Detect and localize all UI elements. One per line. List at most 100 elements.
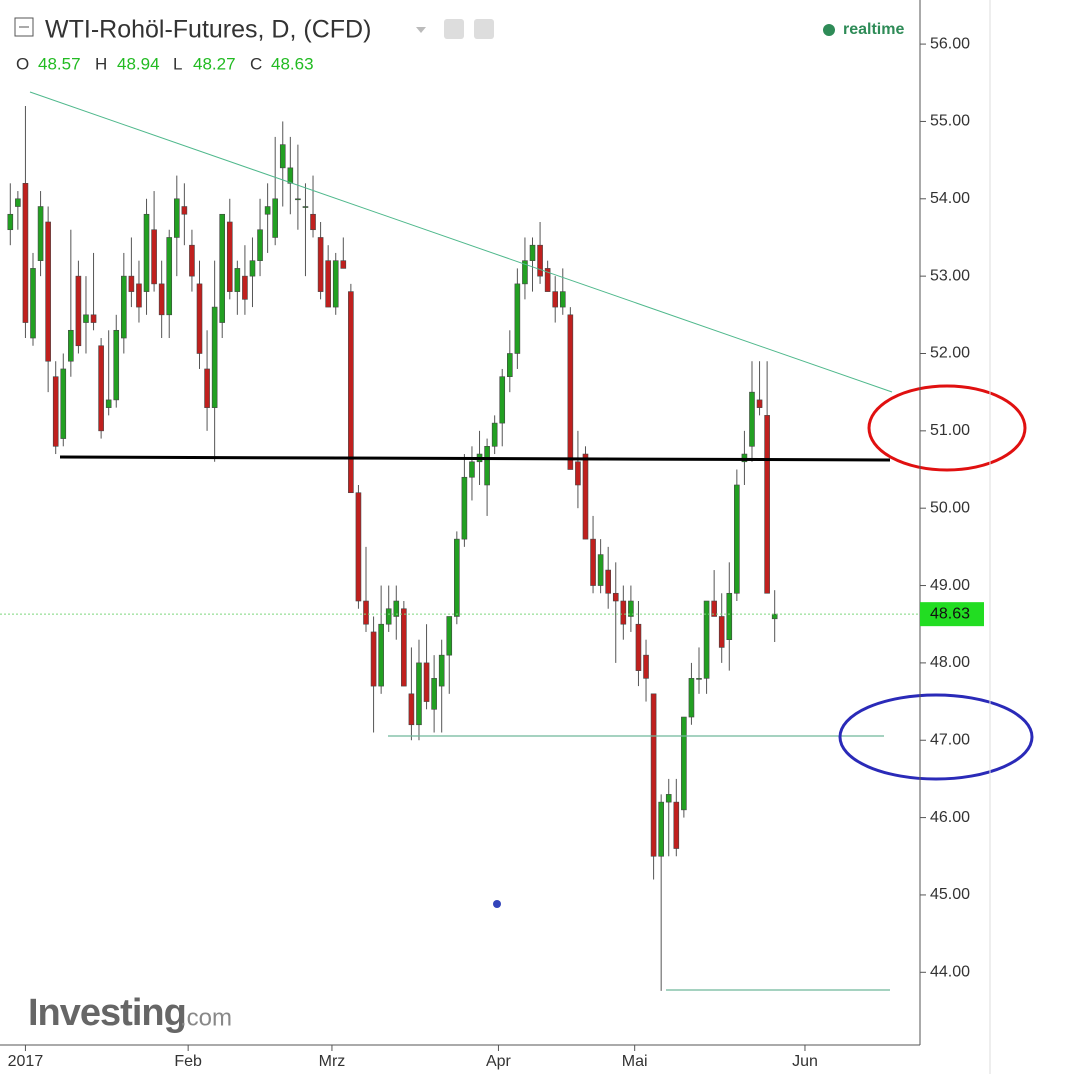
- candle-body: [423, 662, 430, 702]
- candle-body: [385, 608, 392, 625]
- candle-body: [696, 678, 702, 680]
- candle-body: [605, 569, 611, 594]
- collapse-icon[interactable]: [14, 17, 34, 37]
- y-tick-label: 45.00: [930, 886, 970, 903]
- candle-body: [370, 631, 377, 687]
- y-tick-label: 52.00: [930, 345, 970, 362]
- candle-body: [60, 368, 67, 439]
- candle-body: [431, 678, 437, 710]
- candle-body: [643, 654, 649, 679]
- candle-body: [734, 484, 740, 594]
- candle-body: [635, 623, 642, 671]
- candle-body: [454, 538, 460, 617]
- candle-body: [105, 399, 112, 408]
- ohlc-value: 48.57: [38, 54, 81, 73]
- support-line: [59, 455, 891, 462]
- candle-body: [665, 794, 672, 803]
- y-tick-label: 51.00: [930, 422, 970, 439]
- y-tick-label: 54.00: [930, 190, 970, 207]
- candle-body: [401, 608, 407, 687]
- candle-body: [7, 213, 14, 231]
- last-price-box: [920, 602, 984, 627]
- candle-body: [173, 198, 180, 238]
- candle-body: [317, 237, 324, 292]
- status-dot: [823, 24, 835, 36]
- y-tick-label: 49.00: [930, 577, 970, 594]
- y-tick-label: 46.00: [930, 809, 970, 826]
- candle-body: [756, 399, 763, 408]
- candle-body: [136, 283, 142, 308]
- x-tick-label: Mai: [622, 1053, 648, 1070]
- candle-body: [226, 221, 233, 292]
- ohlc-label: C: [250, 54, 262, 73]
- candle-body: [393, 600, 400, 617]
- candle-body: [272, 198, 278, 238]
- candle-body: [567, 314, 574, 470]
- dropdown-icon[interactable]: [416, 27, 426, 33]
- candle-body: [484, 446, 490, 486]
- settings-icon[interactable]: [474, 19, 494, 39]
- candle-body: [681, 716, 687, 811]
- candle-body: [620, 600, 627, 625]
- candle-body: [121, 275, 127, 339]
- highlight-ellipse: [867, 384, 1027, 472]
- candle-body: [764, 415, 770, 594]
- candle-body: [37, 206, 44, 261]
- candle-body: [332, 260, 339, 308]
- y-tick-label: 56.00: [930, 35, 970, 52]
- candle-body: [363, 600, 369, 625]
- candle-body: [151, 229, 157, 285]
- marker-dot: [493, 900, 501, 908]
- ohlc-value: 48.63: [271, 54, 314, 73]
- candle-body: [75, 275, 82, 347]
- candle-body: [310, 213, 316, 231]
- candle-body: [469, 461, 475, 478]
- candle-body: [83, 314, 89, 323]
- candle-body: [522, 260, 528, 285]
- candle-body: [749, 391, 755, 447]
- candle-body: [559, 291, 566, 308]
- candle-body: [166, 237, 173, 316]
- candle-body: [552, 291, 559, 308]
- candle-body: [113, 329, 120, 401]
- x-tick-label: Feb: [174, 1053, 202, 1070]
- eye-icon[interactable]: [444, 19, 464, 39]
- candle-body: [718, 616, 725, 648]
- ohlc-label: O: [16, 54, 29, 73]
- candle-body: [408, 693, 415, 726]
- candle-body: [438, 654, 445, 687]
- candle-body: [514, 283, 521, 354]
- candle-body: [45, 221, 51, 362]
- candle-body: [726, 592, 733, 640]
- candle-body: [211, 306, 218, 408]
- candle-body: [189, 244, 195, 277]
- candle-body: [446, 616, 453, 656]
- ohlc-value: 48.94: [117, 54, 160, 73]
- candle-body: [15, 198, 21, 207]
- candle-body: [68, 329, 74, 362]
- candle-body: [30, 268, 36, 339]
- candle-body: [771, 613, 778, 620]
- y-tick-label: 55.00: [930, 113, 970, 130]
- candle-body: [302, 206, 309, 208]
- candle-body: [264, 206, 271, 215]
- candle-body: [688, 678, 695, 718]
- candle-body: [597, 554, 604, 586]
- trend-line: [29, 91, 893, 393]
- candle-body: [325, 260, 331, 308]
- candle-body: [673, 801, 680, 849]
- ohlc-legend: O 48.57 H 48.94 L 48.27 C 48.63: [16, 54, 314, 73]
- candle-body: [234, 268, 241, 292]
- logo-suffix: .com: [180, 1004, 232, 1031]
- candle-body: [355, 492, 362, 602]
- candle-body: [242, 275, 248, 300]
- candle-body: [741, 453, 748, 463]
- candle-body: [128, 275, 135, 292]
- candle-body: [348, 291, 354, 494]
- candle-body: [499, 376, 506, 424]
- candle-body: [181, 206, 188, 215]
- candle-body: [461, 476, 468, 540]
- candle-body: [544, 268, 551, 292]
- candle-body: [287, 167, 294, 184]
